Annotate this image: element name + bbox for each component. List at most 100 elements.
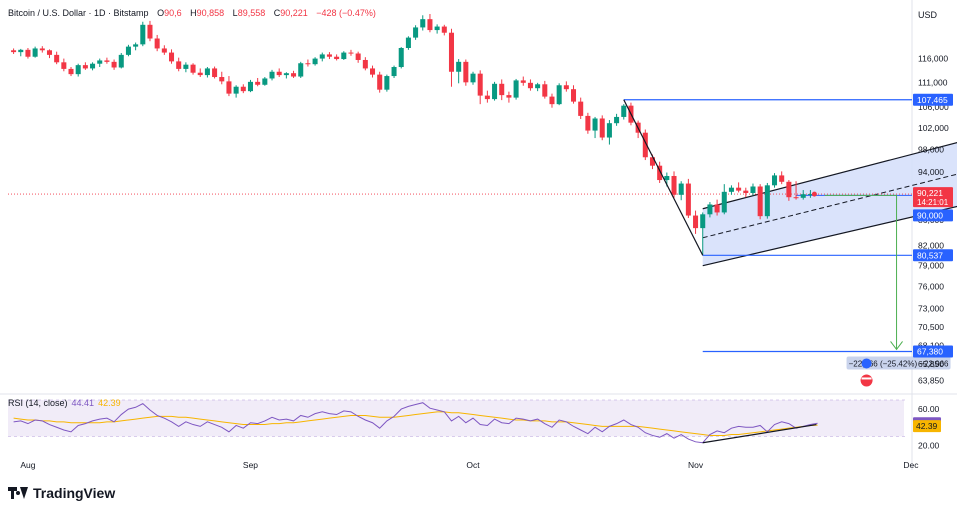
- price-tick-label: 98,000: [918, 144, 944, 154]
- price-tick-label: 76,000: [918, 282, 944, 292]
- candle-body: [11, 50, 17, 53]
- time-tick-label: Sep: [243, 460, 258, 470]
- candle-body: [563, 85, 569, 90]
- candle-body: [291, 73, 297, 77]
- candle-body: [111, 61, 117, 68]
- candle-body: [678, 183, 684, 195]
- candle-body: [377, 74, 383, 90]
- candle-body: [527, 82, 533, 89]
- candle-body: [133, 44, 139, 47]
- candle-body: [779, 175, 785, 182]
- open-label: O: [157, 8, 165, 18]
- candle-body: [649, 157, 655, 166]
- candle-body: [542, 84, 548, 97]
- price-axis: 116,000 111,000 106,000 102,000 98,000 94,000…: [913, 54, 953, 450]
- candle-body: [190, 64, 196, 73]
- candle-body: [585, 115, 591, 131]
- price-tick-label: 73,000: [918, 303, 944, 313]
- price-tick-label: 65,850: [918, 359, 944, 369]
- candle-body: [441, 26, 447, 33]
- price-tick-label: 70,500: [918, 322, 944, 332]
- candle-body: [506, 95, 512, 98]
- time-tick-label: Nov: [688, 460, 704, 470]
- rsi-divergence-line: [702, 423, 817, 444]
- price-tick-label: 82,000: [918, 241, 944, 251]
- symbol-title[interactable]: Bitcoin / U.S. Dollar · 1D · Bitstamp: [8, 8, 149, 18]
- candle-body: [362, 59, 368, 69]
- rsi-ma-line: [13, 411, 818, 436]
- candle-body: [614, 116, 620, 124]
- candle-body: [463, 61, 469, 83]
- candle-body: [226, 81, 232, 94]
- candle-body: [68, 68, 74, 75]
- candle-body: [140, 24, 146, 45]
- candle-body: [147, 24, 153, 39]
- level-tag-text: 80,537: [917, 250, 943, 260]
- candle-body: [477, 73, 483, 96]
- grid: [0, 0, 957, 470]
- candle-body: [212, 68, 218, 78]
- countdown-text: 14:21:01: [917, 198, 949, 207]
- candle-body: [492, 83, 498, 100]
- candle-body: [370, 68, 376, 75]
- price-tick-label: 102,000: [918, 123, 949, 133]
- candle-body: [204, 68, 210, 76]
- candle-body: [255, 81, 261, 85]
- candle-body: [18, 49, 24, 53]
- candle-body: [334, 56, 340, 60]
- lightning-icon: [861, 358, 872, 369]
- candle-body: [46, 50, 52, 55]
- candlesticks: [11, 14, 817, 255]
- currency-label[interactable]: USD: [918, 10, 938, 20]
- candle-body: [154, 38, 160, 49]
- candle-body: [556, 85, 562, 105]
- chart-legend: Bitcoin / U.S. Dollar · 1D · Bitstamp O9…: [8, 8, 376, 18]
- current-price-tag: [913, 187, 953, 208]
- brand-name: TradingView: [33, 485, 116, 501]
- candle-body: [90, 63, 96, 69]
- candle-body: [664, 175, 670, 181]
- candle-body: [104, 60, 110, 62]
- candle-body: [685, 183, 691, 216]
- candle-body: [807, 194, 813, 196]
- time-tick-label: Oct: [466, 460, 480, 470]
- candle-body: [750, 186, 756, 194]
- level-tag-text: 67,380: [917, 346, 943, 356]
- candle-body: [118, 54, 124, 68]
- candle-body: [535, 84, 541, 89]
- time-axis: Aug Sep Oct Nov Dec: [20, 460, 919, 470]
- candle-body: [499, 83, 505, 96]
- candle-body: [319, 54, 325, 59]
- price-tick-label: 94,000: [918, 167, 944, 177]
- candle-body: [54, 54, 60, 63]
- support-tag: [913, 209, 953, 222]
- candle-body: [398, 47, 404, 68]
- rsi-title: RSI (14, close): [8, 398, 68, 408]
- candle-body: [298, 63, 304, 77]
- candle-body: [700, 214, 706, 229]
- candle-body: [413, 27, 419, 38]
- candle-body: [578, 101, 584, 116]
- rsi-ma-tag-text: 42.39: [916, 421, 938, 431]
- tradingview-logo[interactable]: TradingView: [8, 485, 115, 501]
- candle-body: [355, 53, 361, 60]
- last-price-dot: [811, 191, 817, 197]
- candle-body: [61, 62, 67, 69]
- candle-body: [391, 67, 397, 77]
- candle-body: [262, 78, 268, 85]
- candle-body: [721, 191, 727, 213]
- candle-body: [82, 65, 88, 69]
- current-price-text: 90,221: [917, 188, 943, 198]
- us-flag-stripe: [861, 377, 872, 380]
- candle-body: [161, 48, 167, 53]
- candle-body: [420, 19, 426, 28]
- rsi-tick-label: 60.00: [918, 404, 940, 414]
- rsi-tick-label: 20.00: [918, 440, 940, 450]
- candle-body: [592, 118, 598, 131]
- candle-body: [693, 215, 699, 229]
- rsi-legend[interactable]: RSI (14, close) 44.41 42.39: [8, 398, 121, 408]
- candle-body: [456, 61, 462, 72]
- candle-body: [305, 63, 311, 65]
- candle-body: [793, 197, 799, 199]
